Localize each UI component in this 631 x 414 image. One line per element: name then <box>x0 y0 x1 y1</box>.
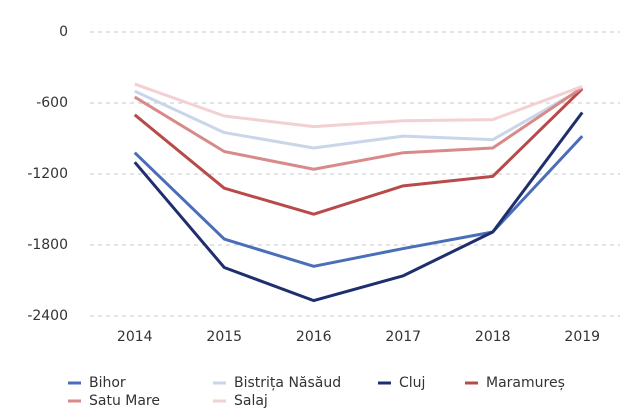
legend-label: Bihor <box>89 375 126 391</box>
legend-label: Satu Mare <box>89 393 160 409</box>
y-tick-label: 0 <box>59 24 68 40</box>
x-tick-label: 2019 <box>564 329 600 345</box>
legend-label: Maramureș <box>486 375 565 391</box>
series-line <box>134 82 583 129</box>
y-tick-label: -1200 <box>27 166 68 182</box>
legend-label: Bistrița Năsăud <box>234 375 341 391</box>
series-line <box>133 111 584 303</box>
x-tick-label: 2018 <box>475 329 511 345</box>
series-line <box>133 135 584 268</box>
y-tick-label: -600 <box>36 95 68 111</box>
x-tick-label: 2016 <box>296 329 332 345</box>
x-tick-label: 2014 <box>117 329 153 345</box>
y-tick-label: -2400 <box>27 308 68 324</box>
y-tick-label: -1800 <box>27 237 68 253</box>
x-tick-label: 2017 <box>385 329 421 345</box>
x-tick-label: 2015 <box>206 329 242 345</box>
legend-label: Salaj <box>234 393 268 409</box>
series-line <box>134 87 583 150</box>
series-line <box>133 86 584 171</box>
series-line <box>133 87 584 216</box>
legend-label: Cluj <box>399 375 425 391</box>
